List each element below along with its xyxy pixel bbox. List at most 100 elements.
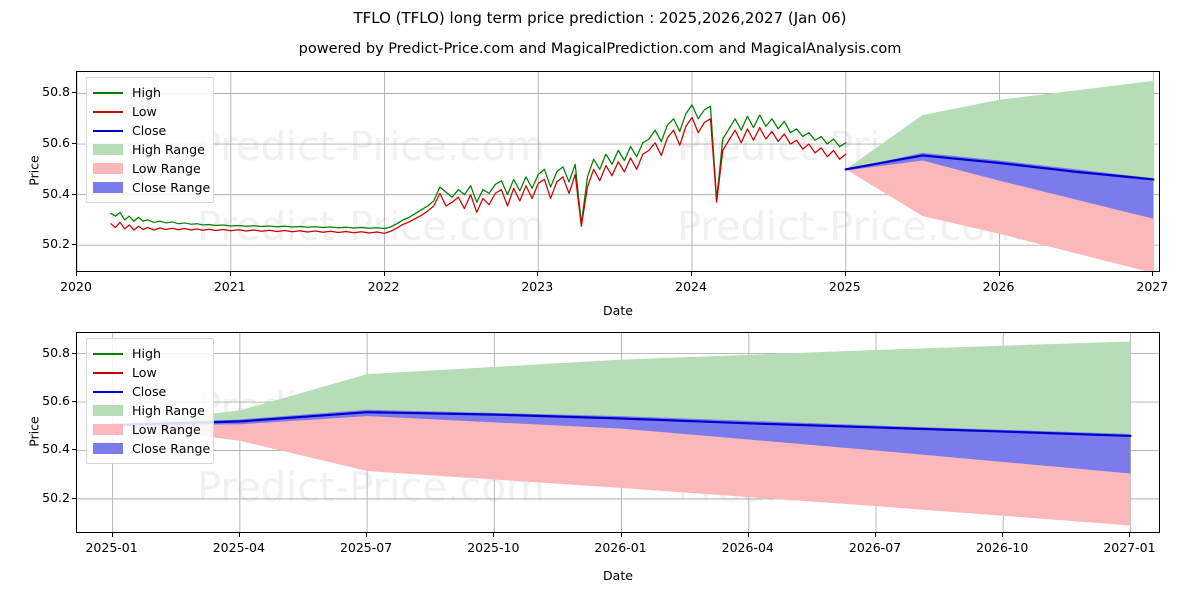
x-tick-label: 2023 [521,279,554,294]
legend-patch-swatch [93,144,123,155]
x-tick-label: 2025 [828,279,861,294]
legend-line-swatch [93,371,123,374]
legend-patch-swatch [93,163,123,174]
legend-patch-swatch [93,182,123,193]
legend-item-high: High [93,83,206,102]
legend-item-high: High [93,344,206,363]
series-line-high [110,104,847,230]
x-tick-mark [493,533,495,537]
legend-line-swatch [93,91,123,94]
y-tick-mark [72,401,76,403]
legend-label: Low [132,104,157,119]
legend-item-low-range: Low Range [93,159,206,178]
x-tick-label: 2026-01 [594,540,647,555]
x-tick-mark [691,272,693,276]
legend-line-swatch [93,129,123,132]
legend-item-low: Low [93,102,206,121]
x-tick-label: 2025-07 [339,540,393,555]
legend-label: Close Range [132,441,211,456]
x-tick-label: 2024 [675,279,707,294]
bottom-chart-panel: Price Predict-Price.comPredict-Price.com… [0,320,1200,600]
top-plot-area: Predict-Price.com Predict-Price.com Predic… [76,71,1160,272]
series-line-close [844,154,1155,181]
y-tick-label: 50.6 [42,393,70,409]
top-legend: High Low Close High Range Low Range Close Ran… [86,77,214,203]
svg-text:Predict-Price.com: Predict-Price.com [197,124,545,170]
top-chart-panel: Price Predict-Price.com Predict-Price.com… [27,71,1169,318]
page-title: TFLO (TFLO) long term price prediction :… [353,9,847,27]
x-tick-label: 2026-04 [721,540,774,555]
legend-label: Low Range [132,161,201,176]
y-tick-mark [72,449,76,451]
y-tick-label: 50.4 [42,185,70,201]
series-line-low [110,116,847,234]
legend-label: Low Range [132,422,201,437]
x-tick-label: 2027 [1136,279,1169,294]
y-tick-label: 50.2 [42,236,70,252]
series-line-close [111,411,1132,438]
x-tick-mark [1152,272,1154,276]
y-tick-mark [72,92,76,94]
bottom-plot-area: Predict-Price.comPredict-Price.comPredic… [76,332,1160,533]
x-tick-label: 2026 [982,279,1015,294]
x-tick-mark [366,533,368,537]
legend-label: High [132,346,161,361]
y-tick-mark [72,143,76,145]
svg-text:Predict-Price.com: Predict-Price.com [197,204,545,250]
x-tick-mark [998,272,1000,276]
x-tick-label: 2027-01 [1103,540,1156,555]
bottom-legend: High Low Close High Range Low Range Close Ran… [86,338,214,464]
band-high-range [112,341,1131,436]
x-tick-label: 2020 [60,279,92,294]
legend-label: High [132,85,161,100]
bottom-x-axis-label: Date [603,568,633,583]
x-tick-label: 2022 [367,279,400,294]
y-tick-mark [72,497,76,499]
x-tick-mark [111,533,113,537]
y-tick-label: 50.6 [42,135,70,151]
legend-item-close: Close [93,121,206,140]
legend-patch-swatch [93,424,123,435]
x-tick-label: 2025-01 [85,540,138,555]
x-tick-mark [747,533,749,537]
legend-item-low: Low [93,363,206,382]
x-tick-mark [383,272,385,276]
legend-label: Close [132,123,167,138]
legend-item-close-range: Close Range [93,439,210,458]
legend-label: Close Range [132,180,211,195]
band-close-range [112,409,1131,474]
x-tick-mark [238,533,240,537]
legend-line-swatch [93,390,123,393]
legend-item-close: Close [93,382,206,401]
top-x-axis-label: Date [603,303,633,318]
y-tick-label: 50.8 [42,344,70,360]
legend-label: High Range [132,142,205,157]
legend-patch-swatch [93,443,123,454]
legend-item-high-range: High Range [93,401,206,420]
x-tick-mark [1129,533,1131,537]
legend-label: Close [132,384,167,399]
x-tick-mark [620,533,622,537]
x-tick-label: 2021 [213,279,246,294]
x-tick-mark [229,272,231,276]
x-tick-mark [76,272,77,276]
x-tick-label: 2026-07 [848,540,902,555]
y-tick-mark [72,352,76,354]
y-tick-mark [72,193,76,195]
legend-line-swatch [93,352,123,355]
legend-label: High Range [132,403,205,418]
x-tick-mark [875,533,876,537]
legend-line-swatch [93,110,123,113]
legend-item-high-range: High Range [93,140,206,159]
y-tick-label: 50.8 [42,84,70,100]
y-tick-label: 50.4 [42,441,70,457]
legend-item-close-range: Close Range [93,178,210,197]
legend-patch-swatch [93,405,123,416]
page-subtitle: powered by Predict-Price.com and Magical… [298,41,902,57]
y-tick-mark [72,244,76,246]
x-tick-mark [844,272,846,276]
x-tick-label: 2026-10 [976,540,1029,555]
x-tick-mark [537,272,539,276]
x-tick-mark [1002,533,1004,537]
